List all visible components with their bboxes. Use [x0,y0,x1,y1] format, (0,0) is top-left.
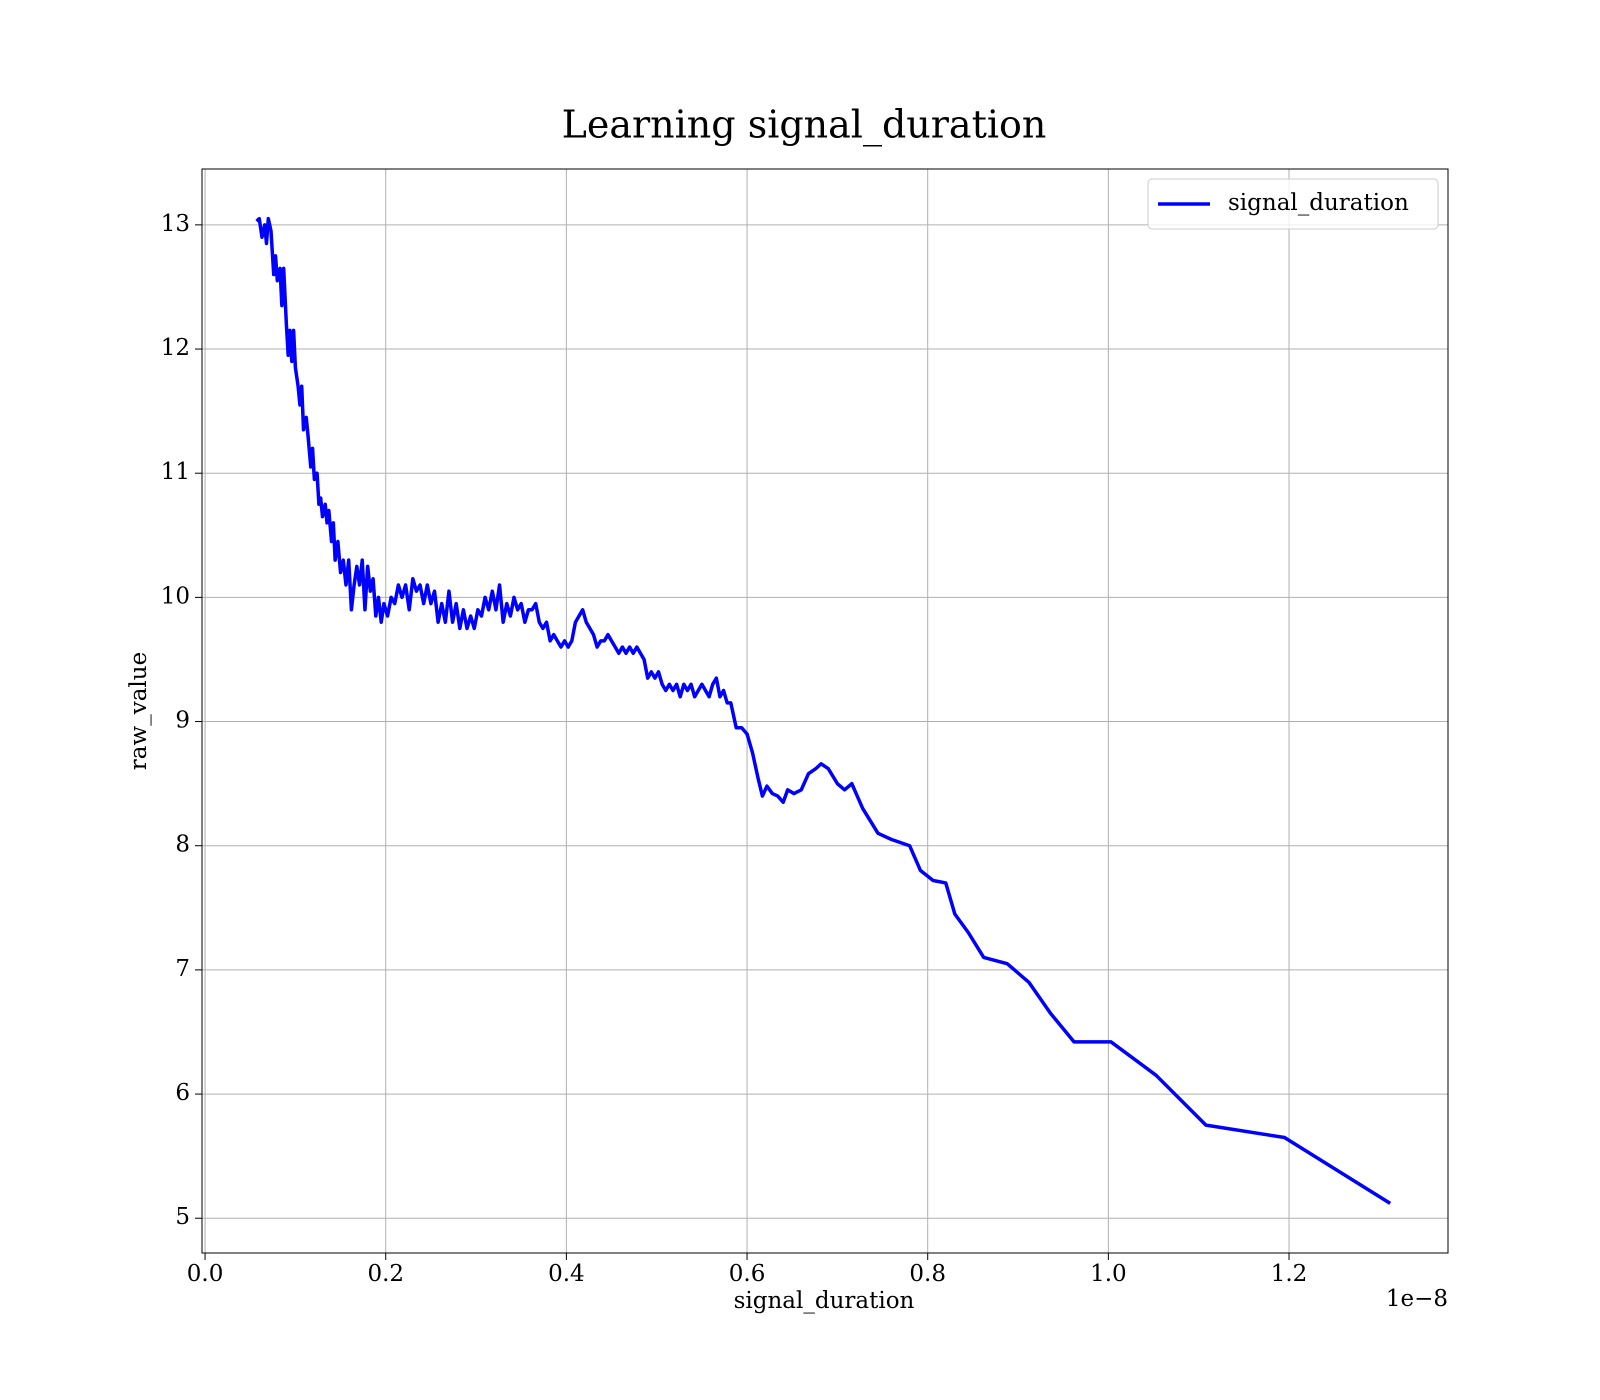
y-tick-label: 11 [161,459,190,485]
y-tick-label: 10 [161,583,190,609]
legend-box [1147,178,1439,230]
y-axis-label: raw_value [126,652,152,770]
y-tick-label: 12 [161,335,190,361]
y-tick-label: 7 [175,956,190,982]
x-tick-label: 0.4 [548,1261,585,1287]
y-tick-label: 9 [175,708,190,734]
y-tick-label: 5 [175,1204,190,1230]
x-tick-label: 0.0 [187,1261,224,1287]
y-tick-label: 6 [175,1080,190,1106]
x-tick-label: 0.8 [909,1261,946,1287]
y-tick-label: 13 [161,211,190,237]
y-tick-label: 8 [175,832,190,858]
plot-frame [201,168,1449,1254]
x-tick-label: 0.6 [729,1261,766,1287]
x-tick-label: 1.2 [1271,1261,1308,1287]
x-tick-label: 1.0 [1090,1261,1127,1287]
x-tick-label: 0.2 [367,1261,404,1287]
x-offset-label: 1e−8 [1386,1286,1448,1312]
x-axis-label: signal_duration [734,1288,915,1314]
chart-title: Learning signal_duration [562,103,1047,148]
data-line [255,216,1392,1205]
legend-label: signal_duration [1228,190,1409,216]
